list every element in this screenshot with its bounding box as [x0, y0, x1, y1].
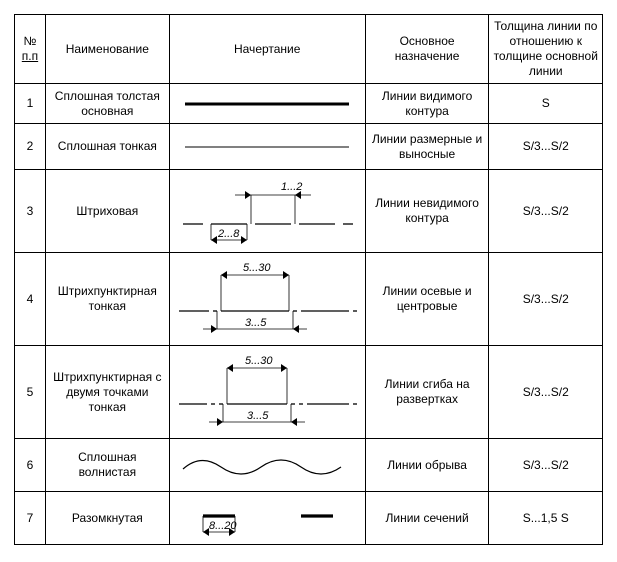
cell-thickness: S...1,5 S: [489, 492, 603, 545]
cell-drawing: 1...2 2...8: [169, 170, 365, 253]
svg-text:5...30: 5...30: [245, 355, 273, 367]
cell-purpose: Линии осевые и центровые: [365, 253, 489, 346]
header-num: № п.п: [15, 15, 46, 84]
cell-thickness: S/3...S/2: [489, 170, 603, 253]
cell-drawing: [169, 124, 365, 170]
cell-purpose: Линии обрыва: [365, 439, 489, 492]
cell-drawing: [169, 439, 365, 492]
cell-purpose: Линии невидимого контура: [365, 170, 489, 253]
cell-purpose: Линии размерные и выносные: [365, 124, 489, 170]
table-row: 5 Штрихпунктирная с двумя точками тонкая…: [15, 346, 603, 439]
cell-purpose: Линии сечений: [365, 492, 489, 545]
svg-text:2...8: 2...8: [217, 228, 240, 240]
table-row: 7 Разомкнутая 8...20 Линии сечений S...1…: [15, 492, 603, 545]
header-name: Наименование: [45, 15, 169, 84]
header-num-sub: п.п: [22, 49, 38, 63]
cell-drawing: [169, 84, 365, 124]
cell-num: 6: [15, 439, 46, 492]
cell-name: Штрихпунктирная тонкая: [45, 253, 169, 346]
table-row: 2 Сплошная тонкая Линии размерные и выно…: [15, 124, 603, 170]
cell-thickness: S/3...S/2: [489, 253, 603, 346]
cell-name: Сплошная тонкая: [45, 124, 169, 170]
header-row: № п.п Наименование Начертание Основное н…: [15, 15, 603, 84]
svg-text:3...5: 3...5: [247, 410, 269, 422]
svg-text:1...2: 1...2: [281, 181, 302, 193]
cell-name: Разомкнутая: [45, 492, 169, 545]
header-drawing: Начертание: [169, 15, 365, 84]
svg-text:3...5: 3...5: [245, 317, 267, 329]
cell-num: 3: [15, 170, 46, 253]
table-row: 3 Штриховая 1...2 2...8 Линии невидимого…: [15, 170, 603, 253]
cell-num: 2: [15, 124, 46, 170]
cell-drawing: 8...20: [169, 492, 365, 545]
cell-num: 5: [15, 346, 46, 439]
cell-num: 4: [15, 253, 46, 346]
cell-name: Штриховая: [45, 170, 169, 253]
table-row: 1 Сплошная толстая основная Линии видимо…: [15, 84, 603, 124]
cell-num: 1: [15, 84, 46, 124]
table-row: 6 Сплошная волнистая Линии обрыва S/3...…: [15, 439, 603, 492]
header-thickness: Толщина линии по отношению к толщине осн…: [489, 15, 603, 84]
cell-name: Сплошная толстая основная: [45, 84, 169, 124]
cell-num: 7: [15, 492, 46, 545]
cell-drawing: 5...30 3...5: [169, 253, 365, 346]
cell-thickness: S/3...S/2: [489, 124, 603, 170]
line-types-table: № п.п Наименование Начертание Основное н…: [14, 14, 603, 545]
header-purpose: Основное назначение: [365, 15, 489, 84]
cell-thickness: S/3...S/2: [489, 346, 603, 439]
cell-thickness: S/3...S/2: [489, 439, 603, 492]
table-body: 1 Сплошная толстая основная Линии видимо…: [15, 84, 603, 545]
cell-thickness: S: [489, 84, 603, 124]
cell-purpose: Линии сгиба на развертках: [365, 346, 489, 439]
table-row: 4 Штрихпунктирная тонкая 5...30 3...5 Ли…: [15, 253, 603, 346]
cell-name: Штрихпунктирная с двумя точками тонкая: [45, 346, 169, 439]
header-num-top: №: [24, 34, 37, 48]
cell-name: Сплошная волнистая: [45, 439, 169, 492]
svg-text:5...30: 5...30: [243, 262, 271, 274]
cell-purpose: Линии видимого контура: [365, 84, 489, 124]
cell-drawing: 5...30 3...5: [169, 346, 365, 439]
svg-text:8...20: 8...20: [209, 520, 237, 532]
